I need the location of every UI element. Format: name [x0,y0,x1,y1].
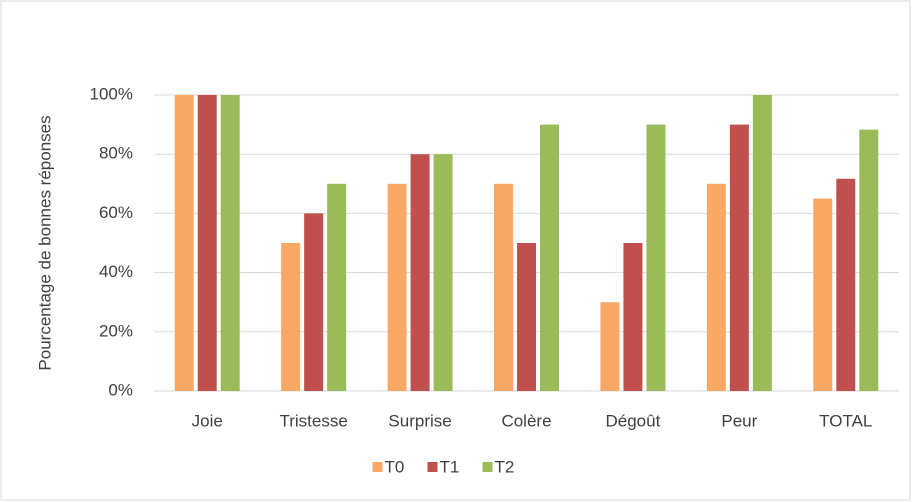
bar [494,183,513,391]
bar [197,95,217,391]
bar [836,178,856,391]
bar [752,95,772,391]
bar [327,183,347,391]
legend-swatch [372,462,383,472]
x-tick-label: Peur [721,411,757,430]
legend-swatch [482,462,493,472]
bar [517,243,536,391]
bar [646,124,666,391]
bar [623,243,643,391]
y-tick-label: 20% [99,321,133,340]
x-tick-label: Tristesse [279,411,347,430]
legend-label: T1 [440,457,460,476]
legend-label: T0 [385,457,405,476]
bar [387,183,407,391]
y-axis-title: Pourcentage de bonnes réponses [35,115,54,370]
x-tick-label: Joie [192,411,223,430]
y-tick-label: 60% [99,203,133,222]
x-tick-label: Dégoût [606,411,661,430]
legend-label: T2 [495,457,515,476]
bar [859,129,879,391]
bar [600,302,620,391]
bar [174,95,194,391]
x-tick-label: TOTAL [819,411,872,430]
bar [706,183,726,391]
bar [433,154,453,391]
bar [220,95,240,391]
y-tick-label: 80% [99,144,133,163]
bar [304,213,324,391]
bar [813,198,833,391]
y-tick-label: 0% [108,380,133,399]
bar [540,124,559,391]
legend-swatch [427,462,438,472]
bar [410,154,430,391]
x-tick-label: Surprise [388,411,451,430]
x-tick-label: Colère [501,411,551,430]
y-tick-label: 100% [90,84,133,103]
y-tick-label: 40% [99,262,133,281]
bar [729,124,749,391]
bar [281,243,301,391]
